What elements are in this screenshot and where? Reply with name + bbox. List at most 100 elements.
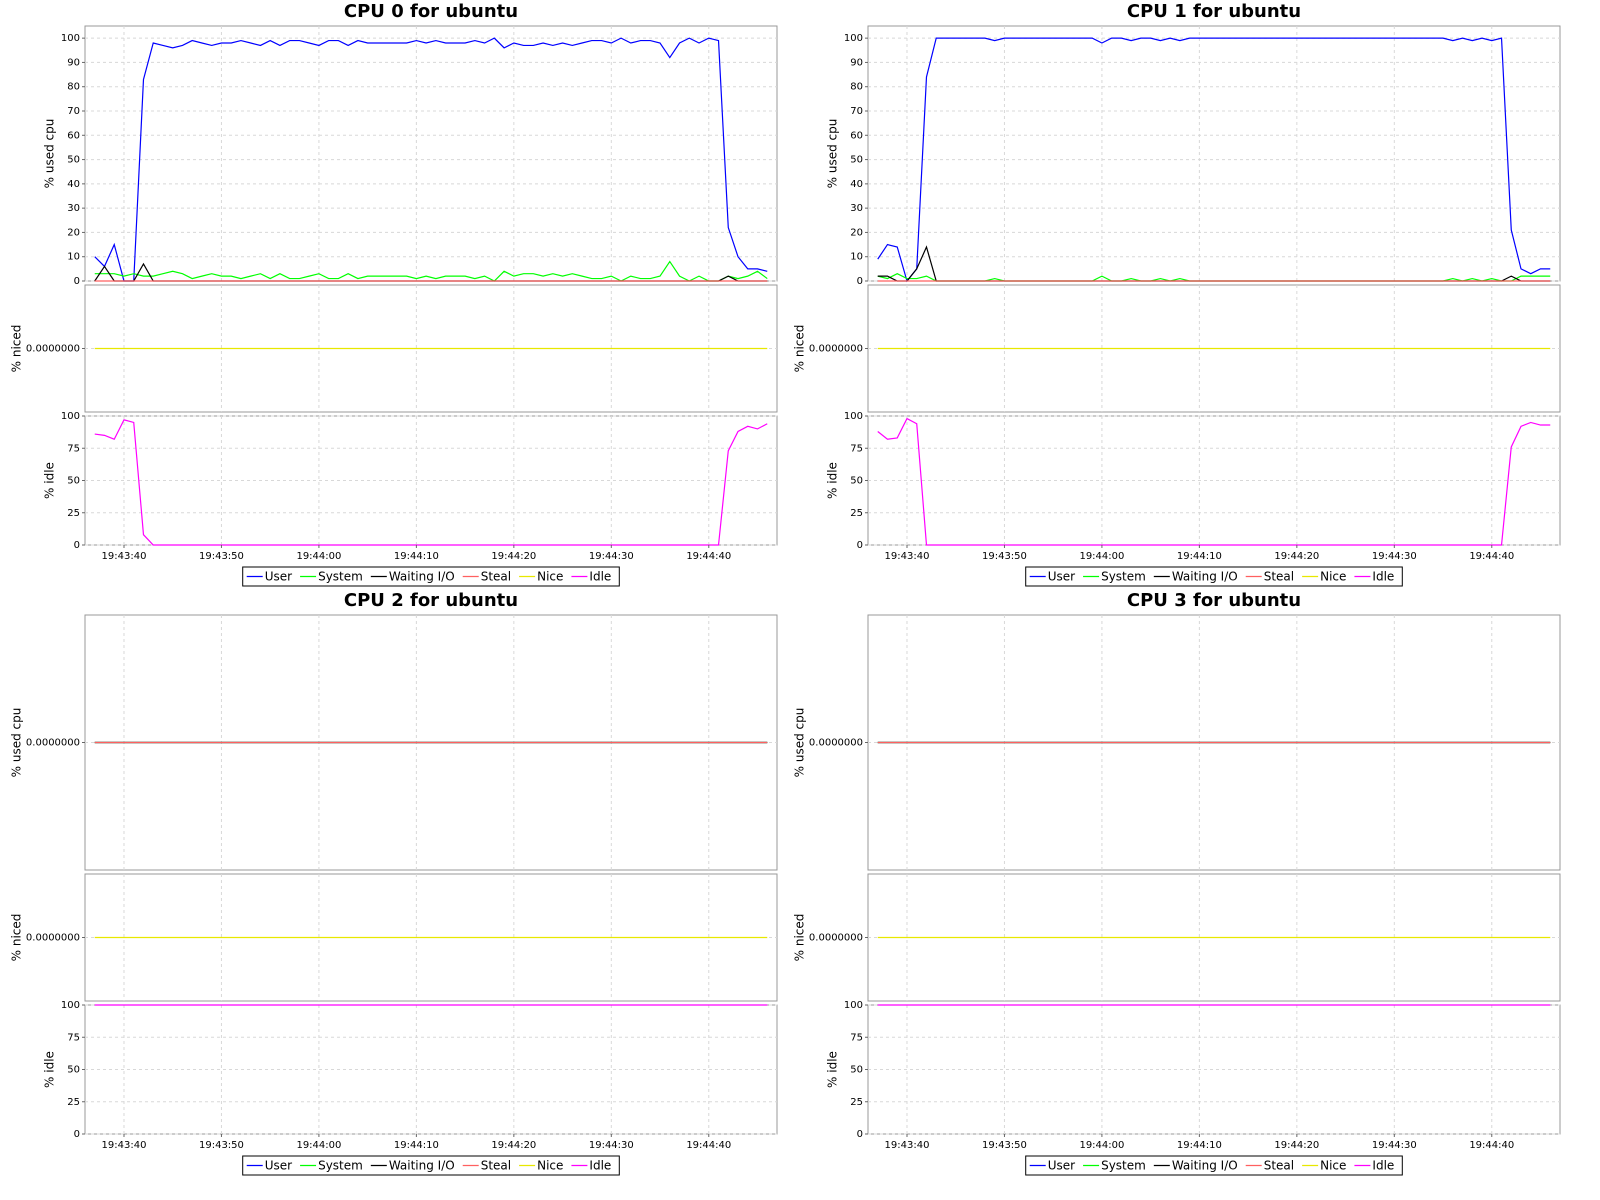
legend-box — [1025, 566, 1403, 587]
legend-label: Idle — [589, 570, 611, 584]
legend-label: Steal — [481, 1159, 511, 1173]
y-tick-label: 100 — [844, 411, 863, 422]
y-tick-label: 0.0000000 — [26, 933, 80, 944]
legend-label: System — [1101, 1159, 1146, 1173]
y-tick-label: 60 — [850, 130, 863, 141]
legend-label: User — [265, 1159, 292, 1173]
y-tick-label: 40 — [850, 179, 863, 190]
x-tick-label: 19:43:40 — [885, 551, 930, 562]
y-tick-label: 30 — [67, 203, 80, 214]
x-tick-label: 19:44:40 — [686, 1140, 731, 1151]
legend: User System Waiting I/O Steal Nice Idle — [1025, 1155, 1403, 1176]
x-tick-label: 19:44:20 — [491, 551, 536, 562]
y-tick-label: 10 — [67, 252, 80, 263]
y-tick-label: 0 — [857, 1129, 863, 1140]
legend-label: Idle — [1372, 1159, 1394, 1173]
y-axis-label: % used cpu — [826, 119, 840, 189]
cpu-chart: CPU 0 for ubuntu 0 10 20 30 40 50 60 70 80 90 100 % … — [10, 1, 778, 587]
y-tick-label: 25 — [67, 1097, 80, 1108]
y-tick-label: 90 — [67, 57, 80, 68]
y-tick-label: 25 — [67, 508, 80, 519]
legend-box — [242, 1155, 620, 1176]
y-tick-label: 70 — [67, 106, 80, 117]
y-axis-label: % idle — [43, 1051, 57, 1088]
y-axis-label: % idle — [43, 462, 57, 499]
chart-title: CPU 3 for ubuntu — [1127, 590, 1301, 611]
y-tick-label: 0.0000000 — [26, 344, 80, 355]
series-line — [877, 417, 1551, 546]
x-tick-label: 19:44:20 — [1274, 551, 1319, 562]
y-tick-label: 100 — [844, 1000, 863, 1011]
legend-label: Nice — [537, 1159, 563, 1173]
x-tick-label: 19:44:00 — [296, 551, 341, 562]
legend: User System Waiting I/O Steal Nice Idle — [1025, 566, 1403, 587]
y-tick-label: 100 — [61, 33, 80, 44]
y-tick-label: 0.0000000 — [809, 344, 863, 355]
legend-box — [242, 566, 620, 587]
y-axis-label: % used cpu — [793, 708, 807, 778]
x-tick-label: 19:43:40 — [102, 551, 147, 562]
y-tick-label: 50 — [67, 1065, 80, 1076]
y-tick-label: 50 — [850, 155, 863, 166]
y-tick-label: 75 — [67, 1032, 80, 1043]
x-tick-label: 19:44:30 — [1372, 1140, 1417, 1151]
cpu-chart: CPU 1 for ubuntu 0 10 20 30 40 50 60 70 80 90 100 % … — [793, 1, 1561, 587]
y-axis-label: % idle — [826, 462, 840, 499]
y-tick-label: 90 — [850, 57, 863, 68]
x-tick-label: 19:44:40 — [1469, 551, 1514, 562]
y-tick-label: 80 — [850, 82, 863, 93]
y-tick-label: 25 — [850, 508, 863, 519]
x-tick-label: 19:44:00 — [1079, 1140, 1124, 1151]
x-tick-label: 19:44:10 — [394, 1140, 439, 1151]
y-tick-label: 75 — [67, 443, 80, 454]
legend-label: Idle — [1372, 570, 1394, 584]
x-tick-label: 19:44:30 — [1372, 551, 1417, 562]
legend-label: User — [1048, 1159, 1075, 1173]
legend-label: Waiting I/O — [1172, 570, 1238, 584]
legend-label: Nice — [537, 570, 563, 584]
legend-label: User — [265, 570, 292, 584]
y-tick-label: 60 — [67, 130, 80, 141]
y-axis-label: % niced — [10, 325, 24, 373]
legend: User System Waiting I/O Steal Nice Idle — [242, 1155, 620, 1176]
y-tick-label: 75 — [850, 443, 863, 454]
y-axis-label: % niced — [10, 914, 24, 962]
y-tick-label: 20 — [67, 227, 80, 238]
y-tick-label: 70 — [850, 106, 863, 117]
y-tick-label: 10 — [850, 252, 863, 263]
legend-label: Steal — [1264, 1159, 1294, 1173]
y-tick-label: 50 — [67, 155, 80, 166]
x-tick-label: 19:44:40 — [686, 551, 731, 562]
x-tick-label: 19:44:20 — [1274, 1140, 1319, 1151]
x-tick-label: 19:43:40 — [102, 1140, 147, 1151]
y-axis-label: % niced — [793, 914, 807, 962]
legend-label: Steal — [481, 570, 511, 584]
plot-frame — [84, 25, 778, 282]
legend-label: Steal — [1264, 570, 1294, 584]
y-tick-label: 0 — [857, 276, 863, 287]
legend-label: Idle — [589, 1159, 611, 1173]
x-tick-label: 19:43:50 — [199, 551, 244, 562]
y-tick-label: 50 — [850, 1065, 863, 1076]
x-tick-label: 19:44:10 — [1177, 551, 1222, 562]
x-tick-label: 19:44:10 — [394, 551, 439, 562]
legend-label: User — [1048, 570, 1075, 584]
x-tick-label: 19:44:00 — [296, 1140, 341, 1151]
y-tick-label: 0 — [857, 540, 863, 551]
y-tick-label: 100 — [61, 411, 80, 422]
x-tick-label: 19:43:40 — [885, 1140, 930, 1151]
y-tick-label: 100 — [61, 1000, 80, 1011]
x-tick-label: 19:44:30 — [589, 1140, 634, 1151]
y-axis-label: % idle — [826, 1051, 840, 1088]
y-tick-label: 50 — [67, 476, 80, 487]
y-tick-label: 100 — [844, 33, 863, 44]
y-tick-label: 0 — [74, 276, 80, 287]
legend-label: Nice — [1320, 570, 1346, 584]
y-tick-label: 50 — [850, 476, 863, 487]
y-axis-label: % niced — [793, 325, 807, 373]
y-tick-label: 80 — [67, 82, 80, 93]
legend-label: Waiting I/O — [1172, 1159, 1238, 1173]
series-line — [94, 37, 768, 282]
